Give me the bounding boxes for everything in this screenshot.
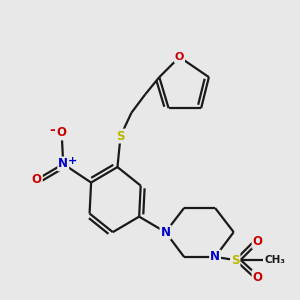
Text: CH₃: CH₃ — [265, 255, 286, 265]
Text: +: + — [68, 156, 77, 166]
Text: O: O — [253, 235, 262, 248]
Text: O: O — [253, 271, 262, 284]
Text: N: N — [160, 226, 170, 238]
Text: S: S — [231, 254, 239, 266]
Text: O: O — [32, 173, 42, 186]
Text: O: O — [57, 127, 67, 140]
Text: N: N — [58, 158, 68, 170]
Text: N: N — [210, 250, 220, 263]
Text: -: - — [50, 124, 55, 137]
Text: S: S — [116, 130, 125, 142]
Text: O: O — [175, 52, 184, 62]
